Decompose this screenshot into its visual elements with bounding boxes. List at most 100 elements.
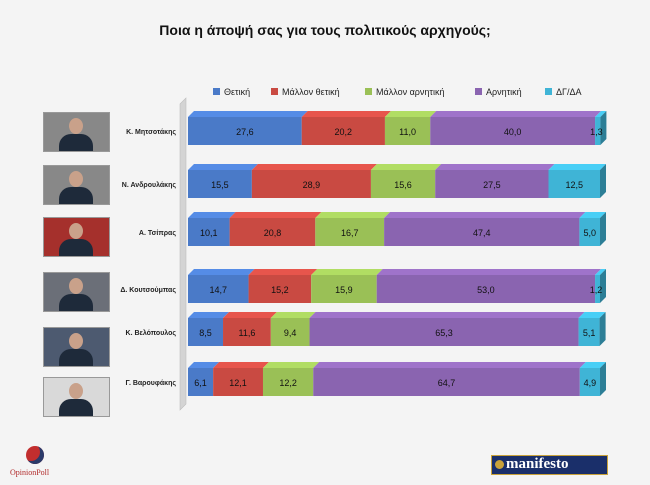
category-label: Κ. Βελόπουλος xyxy=(126,329,177,337)
bar-segment xyxy=(595,275,600,303)
bar-side-face xyxy=(600,212,606,246)
legend-label-rather-negative: Μάλλον αρνητική xyxy=(376,87,445,97)
chart-legend: Θετική Μάλλον θετική Μάλλον αρνητική Αρν… xyxy=(0,87,650,101)
data-label: 15,6 xyxy=(394,180,412,190)
bar-segment xyxy=(188,368,214,396)
chart-title: Ποια η άποψή σας για τους πολιτικούς αρχ… xyxy=(159,22,491,38)
bar-segment xyxy=(229,218,316,246)
bar-top-face xyxy=(430,111,602,117)
bar-top-face xyxy=(435,164,555,170)
bar-segment xyxy=(188,275,249,303)
bar-top-face xyxy=(188,312,230,318)
legend-item-dont-know: ΔΓ/ΔΑ xyxy=(545,87,581,97)
data-label: 47,4 xyxy=(473,228,491,238)
data-label: 12,5 xyxy=(565,180,583,190)
bar-segment xyxy=(595,117,601,145)
bar-segment xyxy=(223,318,271,346)
bar-segment xyxy=(315,218,385,246)
bar-top-face xyxy=(315,212,391,218)
bar-segment xyxy=(262,368,314,396)
bar-segment xyxy=(188,318,224,346)
bar-top-face xyxy=(548,164,606,170)
data-label: 5,0 xyxy=(583,228,596,238)
leader-photo-mitsotakis xyxy=(43,112,110,152)
bar-top-face xyxy=(384,111,437,117)
leader-photo-koutsoumpas xyxy=(43,272,110,312)
legend-item-rather-positive: Μάλλον θετική xyxy=(271,87,340,97)
legend-swatch-negative xyxy=(475,88,482,96)
bar-segment xyxy=(548,170,600,198)
data-label: 9,4 xyxy=(284,328,297,338)
data-label: 12,1 xyxy=(229,378,247,388)
leader-photo-tsipras xyxy=(43,217,110,257)
opinionpoll-logo: OpinionPoll xyxy=(8,446,68,480)
bar-segment xyxy=(213,368,263,396)
bar-top-face xyxy=(188,362,220,368)
legend-label-dont-know: ΔΓ/ΔΑ xyxy=(556,87,582,97)
legend-item-positive: Θετική xyxy=(213,87,250,97)
legend-swatch-rather-positive xyxy=(271,88,278,96)
bar-top-face xyxy=(376,269,602,275)
data-label: 1,2 xyxy=(590,285,603,295)
data-label: 15,5 xyxy=(211,180,229,190)
data-label: 4,9 xyxy=(584,378,597,388)
data-label: 14,7 xyxy=(210,285,228,295)
bar-segment xyxy=(384,117,431,145)
bar-top-face xyxy=(229,212,322,218)
legend-item-rather-negative: Μάλλον αρνητική xyxy=(365,87,444,97)
bar-segment xyxy=(188,170,252,198)
bar-segment xyxy=(251,170,371,198)
legend-label-rather-positive: Μάλλον θετική xyxy=(282,87,340,97)
data-label: 15,2 xyxy=(271,285,289,295)
bar-side-face xyxy=(600,269,606,303)
bar-segment xyxy=(313,368,580,396)
bar-top-face xyxy=(223,312,277,318)
data-label: 11,6 xyxy=(238,328,255,338)
data-label: 20,2 xyxy=(335,127,353,137)
bar-top-face xyxy=(578,312,606,318)
leader-photo-velopoulos xyxy=(43,327,110,367)
category-label: Κ. Μητσοτάκης xyxy=(126,129,176,136)
bar-top-face xyxy=(262,362,320,368)
legend-swatch-rather-negative xyxy=(365,88,372,96)
data-label: 16,7 xyxy=(341,228,359,238)
legend-swatch-positive xyxy=(213,88,220,96)
legend-item-negative: Αρνητική xyxy=(475,87,522,97)
data-label: 27,5 xyxy=(483,180,501,190)
bar-top-face xyxy=(370,164,442,170)
bar-segment xyxy=(188,117,302,145)
bar-segment xyxy=(248,275,312,303)
category-label: Γ. Βαρουφάκης xyxy=(126,380,177,387)
bar-segment xyxy=(370,170,436,198)
bar-top-face xyxy=(311,269,383,275)
leader-photo-varoufakis xyxy=(43,377,110,417)
data-label: 27,6 xyxy=(236,127,254,137)
bar-top-face xyxy=(270,312,316,318)
data-label: 11,0 xyxy=(399,127,416,137)
bar-segment xyxy=(188,218,230,246)
data-label: 12,2 xyxy=(279,378,297,388)
bar-top-face xyxy=(251,164,377,170)
category-label: Α. Τσίπρας xyxy=(139,230,176,237)
category-label: Δ. Κουτσούμπας xyxy=(120,287,176,294)
bar-segment xyxy=(430,117,596,145)
bar-top-face xyxy=(313,362,586,368)
chart-back-wall xyxy=(179,97,187,411)
category-label: Ν. Ανδρουλάκης xyxy=(122,181,177,189)
bar-top-face xyxy=(595,111,607,117)
bar-top-face xyxy=(301,111,391,117)
bar-side-face xyxy=(599,312,606,346)
data-label: 8,5 xyxy=(199,328,212,338)
bar-segment xyxy=(309,318,579,346)
legend-swatch-dont-know xyxy=(545,88,552,96)
bar-segment xyxy=(579,218,600,246)
data-label: 65,3 xyxy=(435,328,453,338)
bar-segment xyxy=(270,318,310,346)
bar-top-face xyxy=(579,212,606,218)
data-label: 40,0 xyxy=(504,127,522,137)
bar-top-face xyxy=(188,212,236,218)
bar-segment xyxy=(384,218,580,246)
bar-top-face xyxy=(188,164,258,170)
leader-photo-androulakis xyxy=(43,165,110,205)
